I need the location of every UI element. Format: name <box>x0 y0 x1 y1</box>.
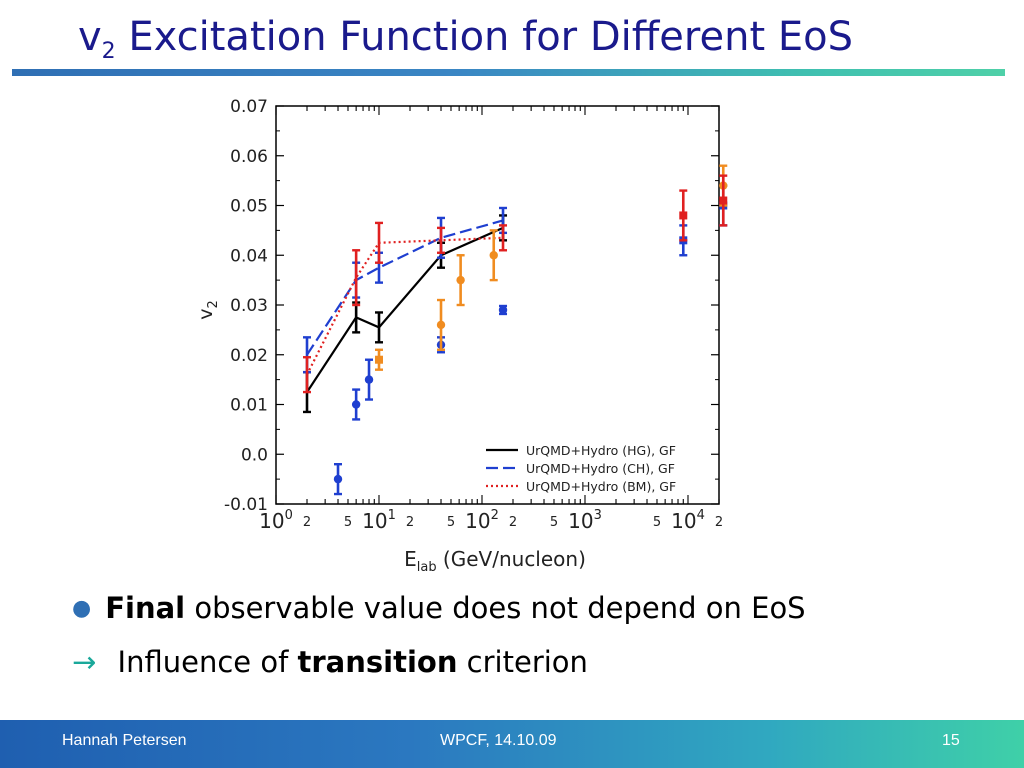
slide-title: v2 Excitation Function for Different EoS <box>78 14 853 64</box>
title-v: v <box>78 14 102 60</box>
x-tick-label: 104 <box>671 508 705 533</box>
y-tick-label: 0.06 <box>230 147 268 167</box>
bullet-1-text: observable value does not depend on EoS <box>185 591 806 625</box>
plot-frame <box>275 105 720 505</box>
data-point-circle <box>489 251 498 260</box>
data-point-square <box>679 211 688 220</box>
legend: UrQMD+Hydro (HG), GF UrQMD+Hydro (CH), GF… <box>486 443 676 494</box>
x-minor-tick-label: 5 <box>653 515 661 530</box>
data-point-circle <box>498 305 508 315</box>
data-point-square <box>719 196 728 205</box>
x-tick-label: 102 <box>465 508 499 533</box>
x-tick-label: 100 <box>259 508 293 533</box>
x-minor-tick-label: 5 <box>550 515 558 530</box>
footer-author: Hannah Petersen <box>62 732 187 749</box>
data-point-circle <box>333 474 343 484</box>
footer-bar: Hannah Petersen WPCF, 14.10.09 15 <box>0 720 1024 768</box>
y-tick-label: 0.03 <box>230 296 268 316</box>
y-axis-label: v2 <box>195 300 221 320</box>
y-tick-label: -0.01 <box>224 495 268 515</box>
title-underline-bar <box>12 69 1005 76</box>
x-minor-tick-label: 2 <box>303 515 311 530</box>
y-tick-label: 0.07 <box>230 97 268 117</box>
data-point-circle <box>456 275 465 285</box>
data-point-square <box>374 355 383 364</box>
legend-label: UrQMD+Hydro (BM), GF <box>526 479 676 494</box>
data-point-circle <box>364 375 374 384</box>
x-tick-labels: 100 101 102 103 104 2 5 2 5 2 5 5 2 <box>259 508 723 533</box>
bullet-2-bold: transition <box>297 645 458 679</box>
footer-page-number: 15 <box>942 732 960 749</box>
bullet-dot-icon: ● <box>72 596 92 621</box>
footer-event: WPCF, 14.10.09 <box>440 732 557 749</box>
y-tick-label: 0.04 <box>230 246 268 266</box>
bullet-list: ● Final observable value does not depend … <box>72 588 806 696</box>
bullet-2: → Influence of transition criterion <box>72 642 806 696</box>
x-minor-tick-label: 5 <box>447 515 455 530</box>
bullet-2-pre: Influence of <box>108 645 298 679</box>
series-line-2 <box>306 219 504 356</box>
x-minor-tick-label: 2 <box>406 515 414 530</box>
x-minor-tick-label: 2 <box>509 515 517 530</box>
legend-label: UrQMD+Hydro (HG), GF <box>526 443 676 458</box>
title-subscript: 2 <box>101 39 116 64</box>
x-tick-label: 103 <box>568 508 602 533</box>
bullet-1: ● Final observable value does not depend … <box>72 588 806 642</box>
bullet-1-bold: Final <box>105 591 186 625</box>
title-text: Excitation Function for Different EoS <box>115 14 853 60</box>
right-arrow-icon: → <box>72 645 97 679</box>
y-tick-label: 0.0 <box>241 445 268 465</box>
legend-label: UrQMD+Hydro (CH), GF <box>526 461 675 476</box>
y-tick-label: 0.05 <box>230 197 268 217</box>
y-tick-labels: 0.07 0.06 0.05 0.04 0.03 0.02 0.01 0.0 -0.01 <box>224 97 268 515</box>
data-point-circle <box>436 320 446 330</box>
x-axis-label: Elab (GeV/nucleon) <box>404 547 586 575</box>
data-point-circle <box>351 400 361 409</box>
x-tick-label: 101 <box>362 508 396 533</box>
y-tick-label: 0.02 <box>230 346 268 366</box>
x-minor-tick-label: 2 <box>715 515 723 530</box>
y-tick-label: 0.01 <box>230 396 268 416</box>
v2-excitation-chart: 0.07 0.06 0.05 0.04 0.03 0.02 0.01 0.0 -0.01 100… <box>195 97 728 575</box>
axis-ticks <box>275 105 720 505</box>
data-points <box>303 164 728 496</box>
x-minor-tick-label: 5 <box>344 515 352 530</box>
bullet-2-post: criterion <box>457 645 588 679</box>
